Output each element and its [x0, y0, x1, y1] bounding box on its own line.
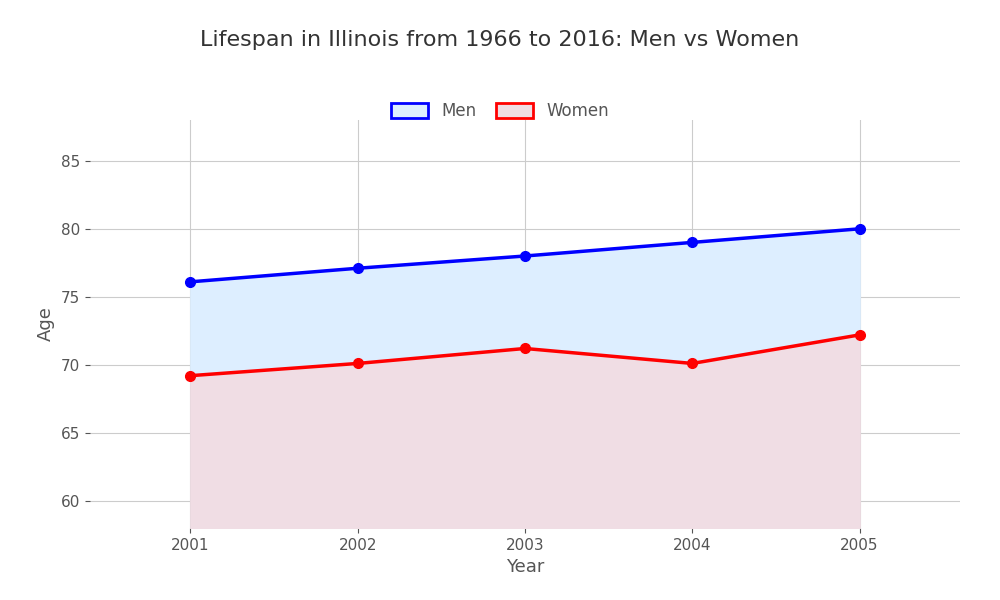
X-axis label: Year: Year — [506, 558, 544, 576]
Legend: Men, Women: Men, Women — [384, 95, 616, 127]
Y-axis label: Age: Age — [37, 307, 55, 341]
Text: Lifespan in Illinois from 1966 to 2016: Men vs Women: Lifespan in Illinois from 1966 to 2016: … — [200, 30, 800, 50]
